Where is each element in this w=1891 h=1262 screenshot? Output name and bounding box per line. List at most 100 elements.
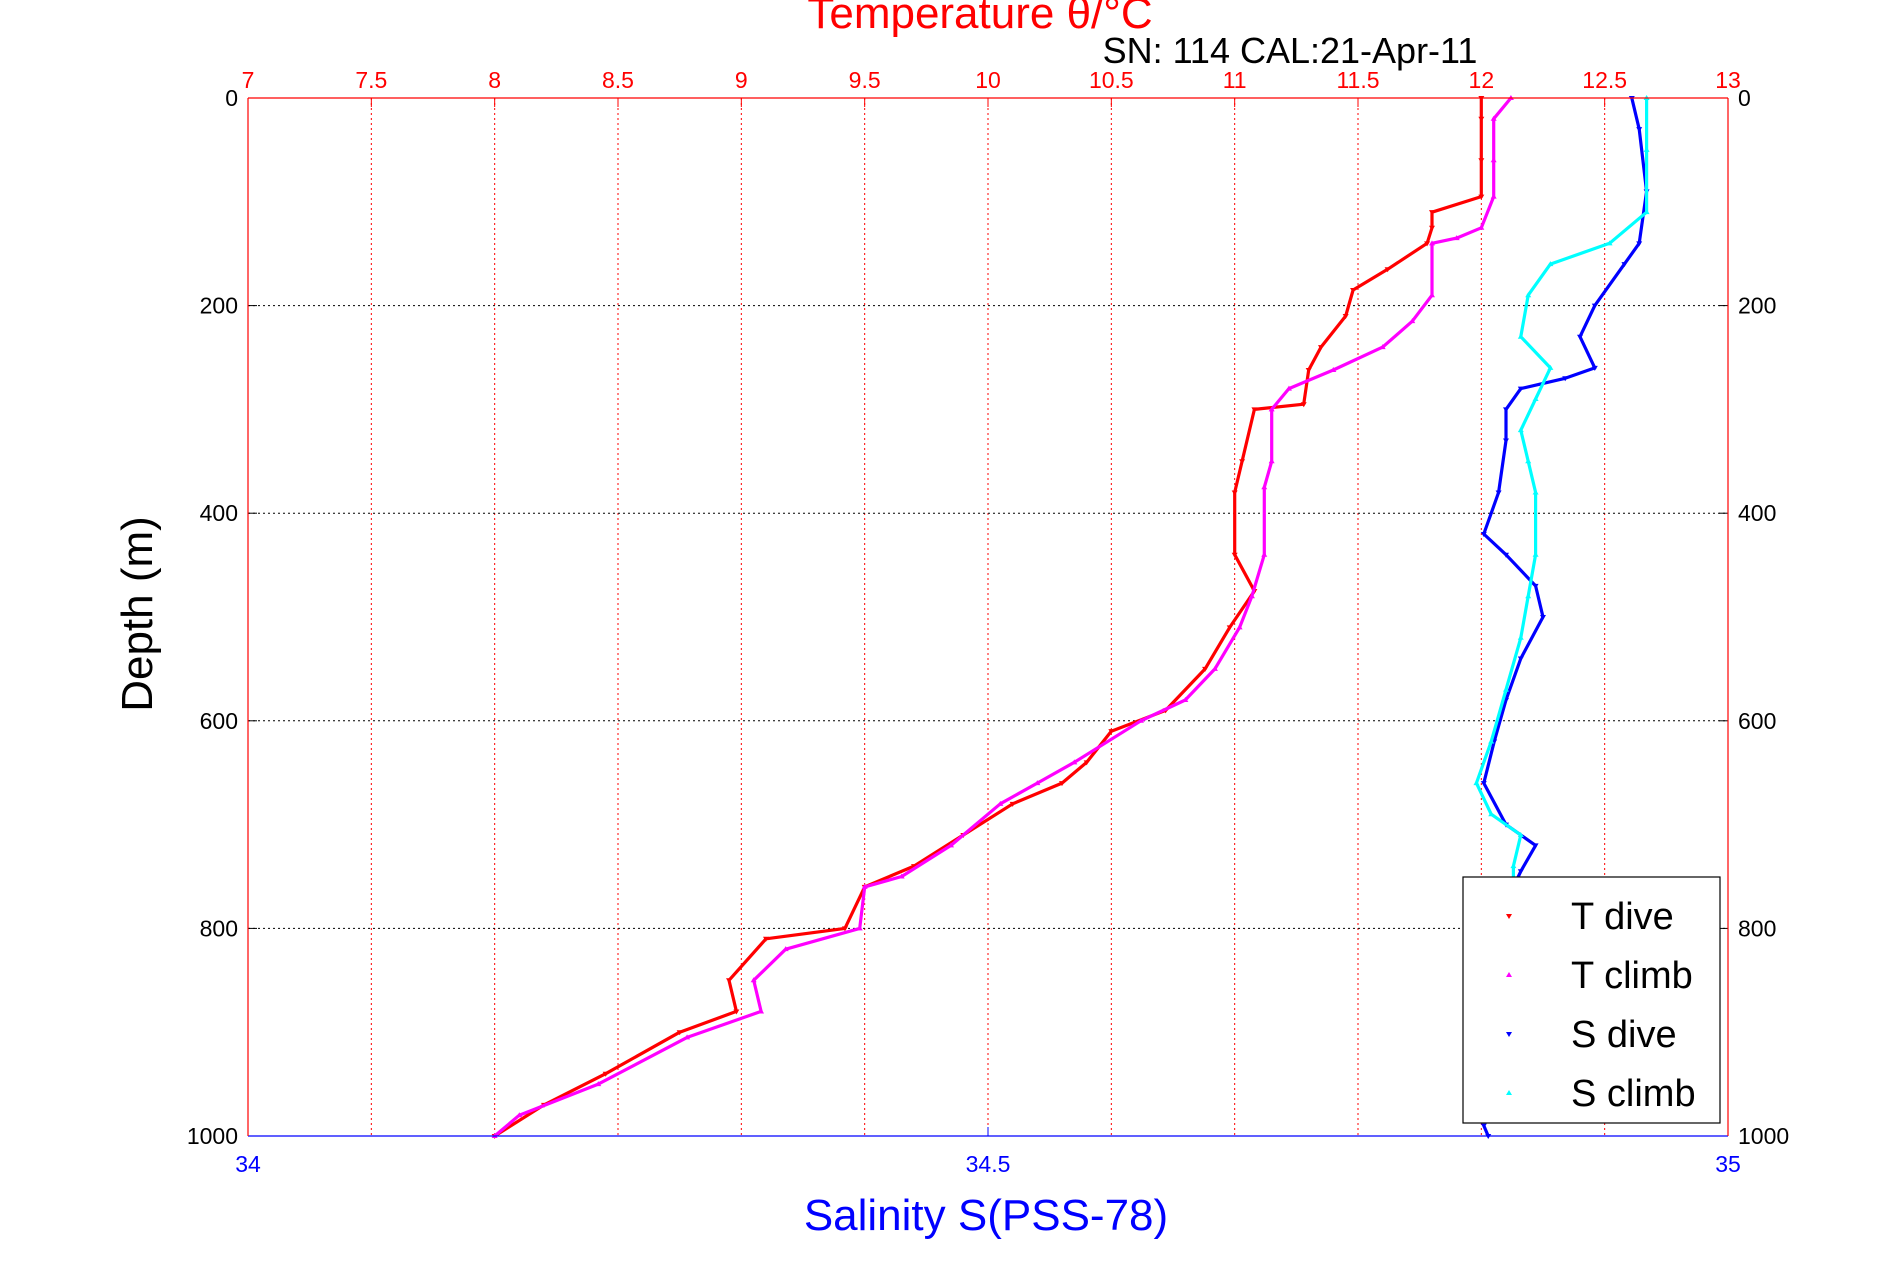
data-point <box>1429 240 1435 246</box>
chart-subtitle: SN: 114 CAL:21-Apr-11 <box>1103 30 1478 71</box>
bottom-axis-tick-label: 35 <box>1715 1151 1741 1177</box>
data-point <box>1034 780 1041 786</box>
data-point <box>1517 656 1524 662</box>
data-point <box>1591 365 1598 371</box>
data-point <box>1517 869 1524 875</box>
data-point <box>1231 552 1238 558</box>
data-point <box>1480 531 1487 537</box>
top-axis-tick-label: 8.5 <box>602 67 634 93</box>
legend-box <box>1462 876 1721 1124</box>
y-axis-tick-label: 1000 <box>187 1123 238 1149</box>
data-point <box>1202 666 1209 672</box>
top-axis-tick-label: 7.5 <box>355 67 387 93</box>
data-point <box>1532 489 1539 495</box>
data-point <box>1532 843 1539 849</box>
y-axis-tick-label-right: 1000 <box>1738 1123 1789 1149</box>
data-point <box>1409 318 1416 324</box>
data-point <box>1211 665 1218 671</box>
data-point <box>1384 267 1391 273</box>
data-point <box>1379 344 1386 350</box>
data-point <box>1429 292 1435 298</box>
data-point <box>1268 458 1275 464</box>
y-axis-tick-label-right: 200 <box>1738 293 1776 319</box>
data-point <box>1480 781 1487 787</box>
data-point <box>1300 402 1307 408</box>
data-point <box>1621 262 1628 268</box>
data-point <box>595 1081 602 1087</box>
top-axis-tick-label: 9 <box>735 67 748 93</box>
top-axis-tick-label: 7 <box>242 67 255 93</box>
data-point <box>1532 583 1539 589</box>
data-point <box>1071 759 1078 765</box>
data-point <box>1503 552 1509 558</box>
series-t-dive <box>491 96 1485 1139</box>
data-point <box>1318 345 1324 351</box>
data-point <box>1480 1123 1487 1129</box>
data-point <box>1424 241 1431 247</box>
data-point <box>1182 697 1189 703</box>
data-point <box>997 800 1004 806</box>
data-point <box>602 1071 609 1077</box>
data-point <box>1478 158 1485 164</box>
data-point <box>1503 407 1509 413</box>
data-point <box>1643 209 1650 215</box>
data-point <box>516 1112 523 1118</box>
y-axis-tick-label: 600 <box>200 708 238 734</box>
data-point <box>1562 376 1569 382</box>
bottom-axis-tick-label: 34 <box>235 1151 261 1177</box>
data-point <box>1503 686 1509 692</box>
data-point <box>1525 292 1532 298</box>
data-point <box>1248 593 1255 599</box>
data-point <box>1532 551 1539 557</box>
data-point <box>676 1030 683 1036</box>
data-point <box>1137 717 1144 723</box>
data-point <box>1083 760 1090 766</box>
data-point <box>1488 811 1495 817</box>
data-point <box>1473 780 1480 786</box>
data-point <box>1305 367 1312 373</box>
data-point <box>1453 235 1460 241</box>
data-point <box>1495 490 1502 496</box>
data-point <box>1525 458 1532 464</box>
data-point <box>1261 484 1268 490</box>
data-point <box>1591 303 1598 309</box>
data-point <box>1059 781 1065 787</box>
data-point <box>1490 115 1497 121</box>
data-point <box>1540 615 1546 620</box>
legend-marker <box>1506 1032 1512 1037</box>
data-point <box>1429 225 1435 231</box>
top-axis-tick-label: 13 <box>1715 67 1741 93</box>
data-point <box>1268 406 1275 412</box>
data-point <box>1547 261 1554 267</box>
legend-label: S dive <box>1571 1014 1677 1056</box>
y-axis-tick-label: 0 <box>225 85 238 111</box>
series-layer <box>491 95 1650 1139</box>
data-point <box>1429 210 1435 216</box>
data-point <box>726 978 732 984</box>
data-point <box>1239 459 1246 465</box>
data-point <box>1342 313 1349 319</box>
data-point <box>856 925 863 931</box>
data-point <box>1510 863 1517 869</box>
data-point <box>1236 624 1243 630</box>
legend-marker <box>1506 1090 1512 1095</box>
data-point <box>1226 625 1233 631</box>
data-point <box>841 926 848 932</box>
legend-label: S climb <box>1571 1073 1696 1115</box>
bottom-axis-title: Salinity S(PSS-78) <box>804 1191 1168 1240</box>
data-point <box>1547 364 1554 370</box>
top-axis-title: Temperature θ/°C <box>807 0 1152 38</box>
data-point <box>1517 386 1524 392</box>
top-axis-tick-label: 8 <box>488 67 501 93</box>
y-axis-tick-label-right: 400 <box>1738 500 1776 526</box>
y-axis-label: Depth (m) <box>113 516 162 712</box>
data-point <box>1478 116 1485 122</box>
top-axis-tick-label: 12.5 <box>1582 67 1627 93</box>
y-axis-tick-label-right: 800 <box>1738 915 1776 941</box>
data-point <box>911 864 917 870</box>
top-axis-tick-label: 11 <box>1223 67 1247 93</box>
data-point <box>750 977 757 983</box>
data-point <box>1517 333 1524 339</box>
